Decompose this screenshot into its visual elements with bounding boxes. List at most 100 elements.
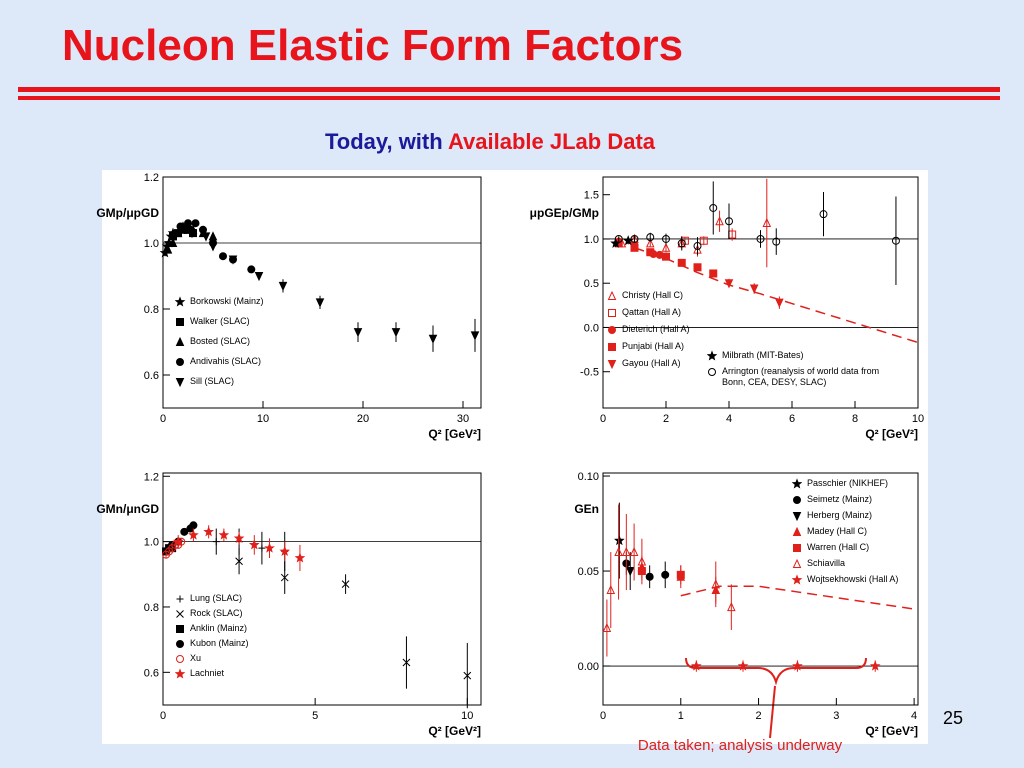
data-point <box>622 546 631 557</box>
x-tick-label: 5 <box>312 710 318 722</box>
data-point <box>176 640 184 648</box>
y-tick-label: 0.10 <box>578 471 599 483</box>
data-point <box>607 360 617 370</box>
legend-entry: Xu <box>190 653 201 663</box>
data-point <box>645 572 654 581</box>
legend-entry: Gayou (Hall A) <box>622 358 681 368</box>
data-point <box>278 281 288 292</box>
x-tick-label: 6 <box>789 413 795 425</box>
data-point <box>199 225 207 234</box>
data-point <box>168 237 178 247</box>
slide-title: Nucleon Elastic Form Factors <box>62 21 683 70</box>
x-tick-label: 2 <box>663 413 669 425</box>
y-tick-label: 0.05 <box>578 566 599 578</box>
legend-entry: Qattan (Hall A) <box>622 307 681 317</box>
data-point <box>173 227 183 238</box>
data-point <box>279 545 291 556</box>
data-point <box>176 318 184 326</box>
data-point <box>699 236 708 245</box>
plot-frame <box>602 472 919 706</box>
data-point <box>391 328 401 338</box>
data-point <box>661 242 671 252</box>
data-point <box>180 527 189 536</box>
data-point <box>661 570 670 579</box>
legend-label: Gayou (Hall A) <box>622 358 681 368</box>
data-point <box>163 244 173 254</box>
data-point <box>254 272 264 282</box>
page-number: 25 <box>943 708 963 728</box>
data-point <box>614 546 623 557</box>
plot-frame <box>602 176 919 409</box>
data-point <box>174 296 186 307</box>
legend-label: Herberg (Mainz) <box>807 510 873 520</box>
legend-label: Lung (SLAC) <box>190 593 243 603</box>
legend-entry: Rock (SLAC) <box>190 608 243 618</box>
data-point <box>645 238 655 248</box>
data-point <box>176 610 184 618</box>
data-point <box>706 350 718 361</box>
x-tick-label: 4 <box>726 413 732 425</box>
y-tick-label: 1.0 <box>144 238 159 250</box>
data-point <box>174 668 186 679</box>
x-tick-label: 10 <box>461 710 473 722</box>
legend-entry: Seimetz (Mainz) <box>807 494 872 504</box>
x-tick-label: 8 <box>852 413 858 425</box>
legend-label: Bosted (SLAC) <box>190 336 251 346</box>
data-point <box>677 258 686 267</box>
x-tick-label: 2 <box>755 710 761 722</box>
legend-label: Lachniet <box>190 668 225 678</box>
data-point <box>235 557 243 566</box>
data-point <box>724 279 734 289</box>
data-point <box>676 570 685 579</box>
y-tick-label: 0.5 <box>584 278 599 290</box>
legend-entry: Madey (Hall C) <box>807 526 867 536</box>
data-point <box>341 580 350 588</box>
data-point <box>176 595 184 603</box>
data-point <box>191 219 200 228</box>
data-point <box>646 233 655 242</box>
x-tick-label: 1 <box>678 710 684 722</box>
y-tick-label: 1.5 <box>584 190 599 202</box>
x-tick-label: 0 <box>600 710 606 722</box>
legend-label: Anklin (Mainz) <box>190 623 248 633</box>
data-point <box>625 567 635 577</box>
data-point <box>470 331 480 341</box>
data-point <box>630 234 639 243</box>
legend-entry: Sill (SLAC) <box>190 376 234 386</box>
legend-entry: Passchier (NIKHEF) <box>807 478 888 488</box>
legend-label: Kubon (Mainz) <box>190 638 249 648</box>
legend-entry: Lachniet <box>190 668 225 678</box>
data-point <box>608 343 616 351</box>
data-point <box>176 358 184 366</box>
data-point <box>463 671 472 680</box>
data-point <box>725 217 733 226</box>
data-point <box>629 546 639 557</box>
data-point <box>402 658 411 667</box>
subtitle-emph: Available JLab Data <box>448 129 656 154</box>
legend-entry: Milbrath (MIT-Bates) <box>722 350 804 360</box>
data-point <box>607 290 617 300</box>
data-point <box>602 622 612 633</box>
data-point <box>176 655 184 663</box>
y-axis-label: GMp/μpGD <box>96 206 159 220</box>
y-tick-label: 0.0 <box>584 322 599 334</box>
data-point <box>819 210 828 219</box>
subtitle: Today, with Available JLab Data <box>325 129 656 154</box>
x-tick-label: 3 <box>833 710 839 722</box>
legend-label: Christy (Hall C) <box>622 290 684 300</box>
legend-label: Arrington (reanalysis of world data from… <box>722 366 880 387</box>
data-point <box>708 368 716 376</box>
data-point <box>315 298 325 308</box>
figure-background <box>102 170 928 744</box>
data-point <box>175 378 185 388</box>
y-axis-label: GEn <box>574 502 599 516</box>
legend-entry: Andivahis (SLAC) <box>190 356 261 366</box>
data-point <box>791 478 803 489</box>
x-tick-label: 0 <box>160 710 166 722</box>
y-tick-label: 0.8 <box>144 304 159 316</box>
legend-entry: Punjabi (Hall A) <box>622 341 684 351</box>
data-point <box>172 536 184 547</box>
x-tick-label: 10 <box>912 413 924 425</box>
legend-label: Milbrath (MIT-Bates) <box>722 350 804 360</box>
